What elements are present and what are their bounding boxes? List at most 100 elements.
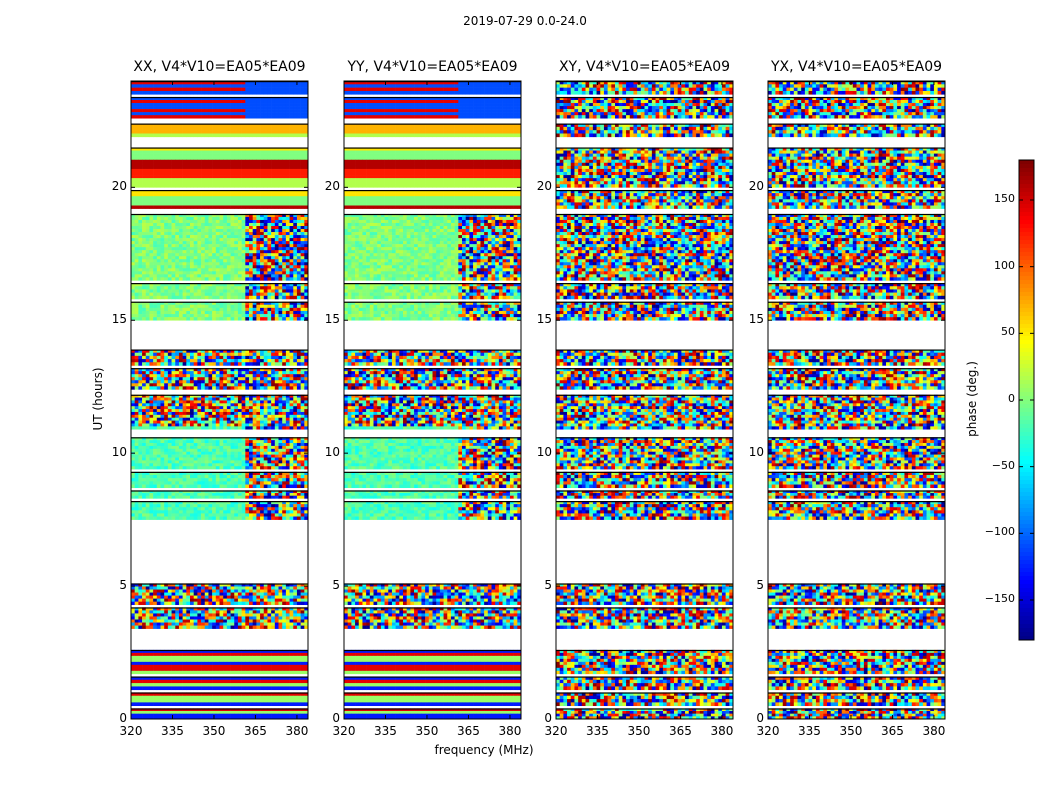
heatmap-cell	[237, 394, 242, 398]
heatmap-cell	[175, 616, 180, 620]
heatmap-cell	[201, 377, 206, 381]
heatmap-cell	[282, 286, 287, 290]
heatmap-cell	[182, 695, 187, 700]
heatmap-cell	[271, 454, 276, 458]
heatmap-cell	[167, 286, 172, 290]
heatmap-cell	[304, 595, 309, 599]
heatmap-cell	[271, 481, 276, 485]
heatmap-cell	[300, 598, 305, 602]
heatmap-cell	[134, 655, 139, 660]
heatmap-cell	[256, 478, 261, 482]
heatmap-cell	[212, 222, 217, 227]
heatmap-cell	[256, 454, 261, 458]
heatmap-cell	[274, 516, 279, 520]
heatmap-cell	[145, 655, 150, 660]
heatmap-cell	[204, 616, 209, 620]
heatmap-cell	[282, 708, 287, 712]
heatmap-cell	[241, 386, 246, 390]
heatmap-cell	[256, 510, 261, 514]
heatmap-cell	[197, 625, 202, 629]
heatmap-cell	[271, 219, 276, 224]
heatmap-cell	[304, 667, 309, 672]
heatmap-cell	[160, 702, 165, 707]
heatmap-cell	[300, 371, 305, 375]
heatmap-cell	[182, 460, 187, 464]
heatmap-cell	[252, 377, 257, 381]
heatmap-cell	[212, 359, 217, 363]
heatmap-cell	[167, 595, 172, 599]
heatmap-cell	[190, 466, 194, 470]
heatmap-cell	[282, 484, 287, 489]
heatmap-cell	[245, 377, 250, 381]
heatmap-cell	[226, 406, 231, 410]
heatmap-cell	[300, 400, 305, 404]
heatmap-cell	[171, 583, 176, 587]
heatmap-cell	[252, 213, 257, 218]
heatmap-cell	[208, 374, 213, 378]
heatmap-cell	[300, 484, 305, 489]
heatmap-cell	[186, 292, 191, 297]
band-edge	[131, 349, 308, 351]
heatmap-cell	[153, 377, 158, 381]
heatmap-cell	[156, 232, 161, 236]
heatmap-cell	[186, 504, 191, 508]
heatmap-cell	[245, 610, 250, 614]
heatmap-cell	[201, 478, 206, 482]
heatmap-cell	[171, 386, 176, 390]
heatmap-cell	[278, 586, 283, 590]
heatmap-cell	[215, 601, 220, 605]
heatmap-cell	[241, 495, 246, 499]
heatmap-cell	[260, 613, 265, 617]
heatmap-cell	[215, 310, 220, 315]
heatmap-cell	[234, 713, 239, 717]
heatmap-cell	[208, 583, 213, 587]
heatmap-cell	[293, 713, 298, 717]
heatmap-cell	[175, 414, 180, 419]
heatmap-cell	[252, 383, 257, 387]
heatmap-cell	[167, 649, 172, 654]
heatmap-cell	[263, 652, 268, 657]
heatmap-cell	[289, 283, 294, 287]
heatmap-cell	[230, 510, 235, 514]
heatmap-cell	[263, 448, 268, 453]
heatmap-cell	[282, 374, 287, 378]
heatmap-cell	[260, 400, 265, 404]
heatmap-cell	[241, 661, 246, 666]
heatmap-cell	[178, 235, 183, 239]
heatmap-cell	[260, 440, 265, 444]
heatmap-cell	[293, 423, 298, 427]
heatmap-cell	[193, 652, 198, 657]
heatmap-cell	[145, 484, 150, 489]
heatmap-cell	[204, 589, 209, 593]
heatmap-cell	[215, 622, 220, 626]
heatmap-cell	[142, 371, 147, 375]
heatmap-cell	[234, 504, 239, 508]
heatmap-cell	[234, 394, 239, 398]
heatmap-cell	[153, 474, 158, 479]
heatmap-cell	[245, 304, 250, 309]
heatmap-cell	[223, 601, 228, 605]
heatmap-cell	[190, 513, 194, 517]
heatmap-cell	[193, 423, 198, 427]
heatmap-cell	[282, 711, 287, 714]
heatmap-cell	[208, 702, 213, 707]
heatmap-cell	[204, 437, 209, 441]
heatmap-cell	[193, 655, 198, 660]
heatmap-cell	[204, 713, 209, 717]
heatmap-cell	[260, 610, 265, 614]
heatmap-cell	[293, 622, 298, 626]
heatmap-cell	[167, 283, 172, 287]
heatmap-cell	[267, 667, 272, 672]
heatmap-cell	[234, 301, 239, 306]
heatmap-cell	[190, 667, 194, 672]
heatmap-cell	[252, 437, 257, 441]
heatmap-cell	[260, 222, 265, 227]
heatmap-cell	[285, 516, 290, 520]
heatmap-cell	[197, 667, 202, 672]
heatmap-cell	[134, 409, 139, 413]
heatmap-cell	[256, 235, 261, 239]
heatmap-cell	[278, 513, 283, 517]
heatmap-cell	[182, 286, 187, 290]
heatmap-cell	[267, 451, 272, 455]
heatmap-cell	[260, 513, 265, 517]
